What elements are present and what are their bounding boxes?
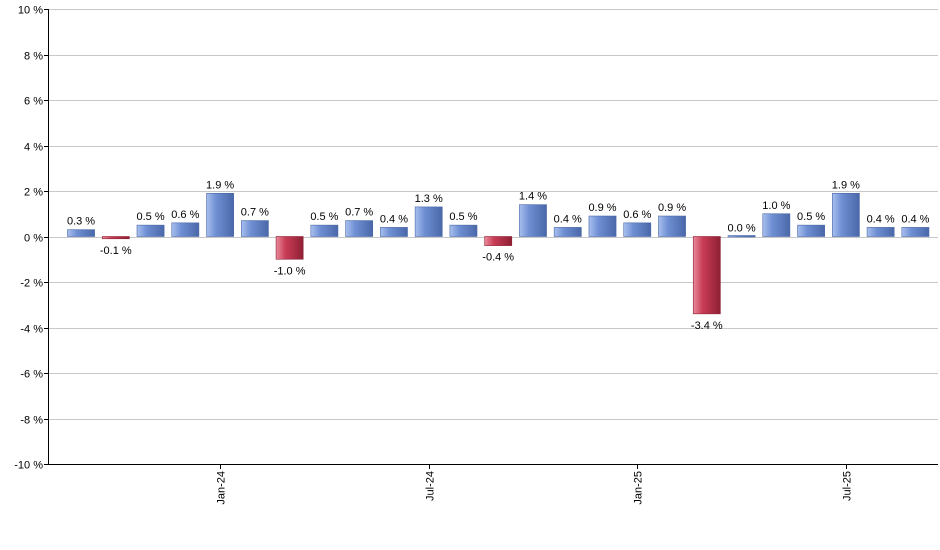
x-tick-label: Jul-24 xyxy=(425,471,437,501)
bar xyxy=(67,229,95,237)
data-label: 0.7 % xyxy=(241,207,269,219)
data-label: 0.9 % xyxy=(588,202,616,214)
data-label: 0.7 % xyxy=(345,207,373,219)
y-tick-label: 0 % xyxy=(24,233,43,245)
data-label: 0.5 % xyxy=(449,211,477,223)
bar xyxy=(901,227,930,237)
y-tick-label: 10 % xyxy=(18,5,43,17)
bars xyxy=(67,192,930,315)
bar xyxy=(171,222,200,237)
data-label: 0.6 % xyxy=(171,209,199,221)
x-tick-label: Jan-25 xyxy=(633,471,645,505)
bar xyxy=(206,192,234,237)
bar xyxy=(832,192,860,237)
data-label: 0.9 % xyxy=(658,202,686,214)
data-label: 1.9 % xyxy=(832,179,860,191)
x-tick-labels: Jan-24 Jul-24 Jan-25 Jul-25 xyxy=(216,471,854,505)
bar xyxy=(797,224,825,237)
y-tick-label: 2 % xyxy=(24,187,43,199)
bar xyxy=(658,215,686,237)
bar xyxy=(623,222,652,237)
y-tick-label: 4 % xyxy=(24,142,43,154)
axes xyxy=(44,9,938,469)
bar xyxy=(136,224,165,237)
bar xyxy=(692,236,721,315)
data-label: -3.4 % xyxy=(691,320,723,332)
bar xyxy=(345,220,374,237)
y-tick-label: -2 % xyxy=(20,278,43,290)
bar xyxy=(519,204,547,237)
y-tick-label: -6 % xyxy=(20,369,43,381)
data-labels: 0.3 % -0.1 % 0.5 % 0.6 % 1.9 % 0.7 % -1.0 % 0.5… xyxy=(67,179,930,332)
x-tick-label: Jan-24 xyxy=(216,471,228,505)
data-label: 0.4 % xyxy=(867,213,895,225)
data-label: 0.5 % xyxy=(797,211,825,223)
x-tick-label: Jul-25 xyxy=(842,471,854,501)
data-label: -0.1 % xyxy=(100,245,132,257)
bar xyxy=(101,236,130,240)
bar xyxy=(484,236,513,246)
data-label: 0.5 % xyxy=(136,211,164,223)
bar xyxy=(380,227,408,237)
data-label: 0.4 % xyxy=(554,213,582,225)
bar xyxy=(866,227,895,237)
y-tick-label: -8 % xyxy=(20,415,43,427)
y-tick-label: 6 % xyxy=(24,96,43,108)
data-label: -0.4 % xyxy=(482,252,514,264)
data-label: 0.4 % xyxy=(380,213,408,225)
data-label: 1.4 % xyxy=(519,191,547,203)
bar xyxy=(275,236,304,260)
data-label: 1.3 % xyxy=(415,193,443,205)
y-tick-label: 8 % xyxy=(24,51,43,63)
data-label: -1.0 % xyxy=(274,265,306,277)
bar xyxy=(310,224,339,237)
data-label: 1.0 % xyxy=(762,200,790,212)
data-label: 0.0 % xyxy=(727,223,755,235)
y-tick-labels: 10 % 8 % 6 % 4 % 2 % 0 % -2 % -4 % -6 % -8 % -10 % xyxy=(14,5,43,472)
data-label: 1.9 % xyxy=(206,179,234,191)
data-label: 0.5 % xyxy=(310,211,338,223)
bar xyxy=(449,224,478,237)
data-label: 0.4 % xyxy=(901,213,929,225)
y-tick-label: -10 % xyxy=(14,460,43,472)
y-tick-label: -4 % xyxy=(20,324,43,336)
bar xyxy=(727,235,756,238)
bar xyxy=(414,206,443,237)
bar xyxy=(553,227,582,237)
data-label: 0.6 % xyxy=(623,209,651,221)
bar xyxy=(588,215,617,237)
data-label: 0.3 % xyxy=(67,216,95,228)
bar xyxy=(762,213,791,237)
bar xyxy=(241,220,269,237)
